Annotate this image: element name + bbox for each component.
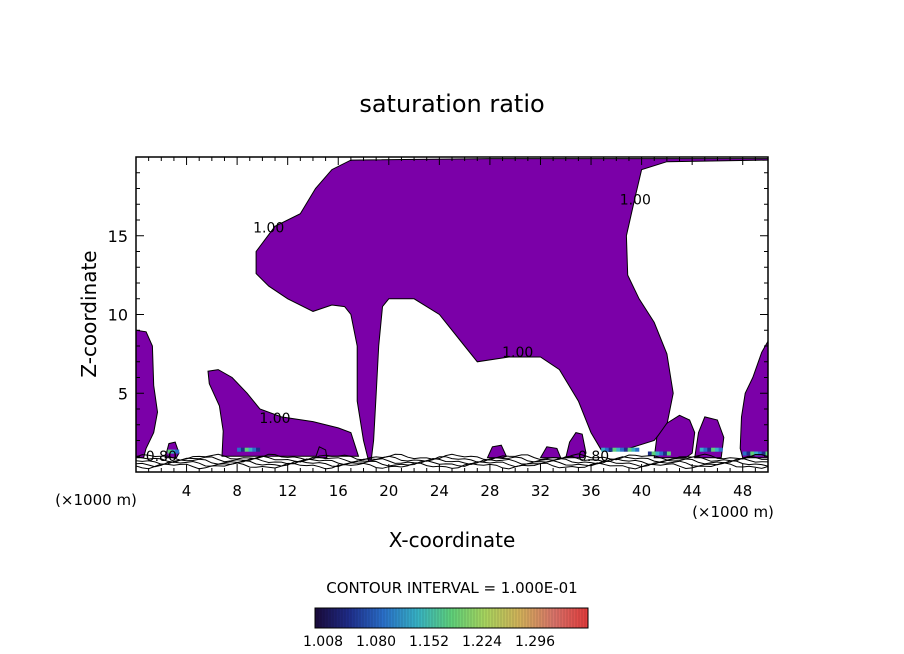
- x-tick-label: 44: [683, 482, 702, 500]
- region-left-edge: [136, 329, 159, 459]
- plot-area: 1.00 1.00 1.00 1.00 0.80 0.80: [136, 158, 768, 470]
- x-tick-label: 8: [232, 482, 242, 500]
- x-unit-right: (×1000 m): [692, 503, 774, 521]
- colorbar: 1.008 1.080 1.152 1.224 1.296: [303, 607, 589, 650]
- high-value-speck: [252, 447, 257, 452]
- colorbar-tick-label: 1.296: [515, 634, 555, 650]
- high-value-speck: [765, 451, 768, 456]
- colorbar-ramp: [314, 607, 589, 629]
- high-value-speck: [714, 447, 719, 452]
- high-value-speck: [666, 451, 671, 456]
- region-main: [255, 158, 768, 462]
- high-value-speck: [699, 447, 704, 452]
- chart-title: saturation ratio: [359, 90, 544, 118]
- colorbar-tick-label: 1.080: [356, 634, 396, 650]
- high-value-speck: [707, 447, 712, 452]
- high-value-speck: [256, 447, 261, 452]
- high-value-speck: [631, 447, 636, 452]
- y-axis-label: Z-coordinate: [77, 250, 101, 377]
- region-right-edge: [739, 340, 768, 459]
- high-value-speck: [635, 447, 640, 452]
- x-tick-label: 32: [531, 482, 550, 500]
- colorbar-tick-label: 1.008: [303, 634, 343, 650]
- high-value-speck: [746, 451, 751, 456]
- region-blob-6: [694, 416, 725, 459]
- x-unit-left: (×1000 m): [55, 491, 137, 509]
- x-tick-label: 20: [379, 482, 398, 500]
- high-value-speck: [240, 447, 245, 452]
- colorbar-tick-label: 1.224: [462, 634, 502, 650]
- high-value-speck: [757, 451, 762, 456]
- colorbar-title: CONTOUR INTERVAL = 1.000E-01: [326, 579, 577, 597]
- contour-label: 1.00: [259, 411, 290, 427]
- x-tick-label: 40: [632, 482, 651, 500]
- region-blob-3: [539, 446, 562, 459]
- high-value-speck: [237, 447, 242, 452]
- x-axis-label: X-coordinate: [389, 528, 516, 552]
- high-value-speck: [601, 447, 606, 452]
- x-tick-label: 16: [329, 482, 348, 500]
- high-value-speck: [612, 447, 617, 452]
- high-value-speck: [248, 447, 253, 452]
- y-tick-label: 5: [118, 384, 128, 403]
- high-value-speck: [627, 447, 632, 452]
- contour-label: 1.00: [253, 221, 284, 237]
- high-value-speck: [608, 447, 613, 452]
- high-value-speck: [623, 447, 628, 452]
- high-value-speck: [718, 447, 723, 452]
- high-value-speck: [647, 451, 652, 456]
- surface-contour-line: [136, 453, 768, 461]
- x-tick-label: 4: [182, 482, 192, 500]
- high-value-speck: [655, 451, 660, 456]
- high-value-speck: [711, 447, 716, 452]
- high-value-speck: [604, 447, 609, 452]
- colorbar-tick-label: 1.152: [409, 634, 449, 650]
- x-tick-label: 48: [733, 482, 752, 500]
- high-value-speck: [663, 451, 668, 456]
- high-value-speck: [167, 449, 172, 454]
- x-tick-label: 12: [278, 482, 297, 500]
- x-tick-label: 24: [430, 482, 449, 500]
- high-value-speck: [175, 449, 180, 454]
- high-value-speck: [620, 447, 625, 452]
- high-value-speck: [754, 451, 759, 456]
- high-value-speck: [659, 451, 664, 456]
- x-tick-label: 36: [581, 482, 600, 500]
- high-value-speck: [742, 451, 747, 456]
- high-value-speck: [651, 451, 656, 456]
- contour-label: 1.00: [502, 345, 533, 361]
- contour-label: 0.80: [578, 449, 609, 465]
- region-blob-4: [565, 432, 587, 459]
- y-tick-label: 10: [108, 306, 128, 325]
- contour-label: 0.80: [146, 449, 177, 465]
- surface-contour-line: [136, 460, 768, 468]
- x-tick-label: 28: [480, 482, 499, 500]
- region-left-arm: [207, 369, 360, 457]
- high-value-speck: [761, 451, 766, 456]
- high-value-speck: [171, 449, 176, 454]
- high-value-speck: [750, 451, 755, 456]
- contour-label: 1.00: [620, 192, 651, 208]
- y-tick-label: 15: [108, 227, 128, 246]
- region-blob-5: [653, 414, 696, 459]
- high-value-speck: [244, 447, 249, 452]
- high-value-speck: [703, 447, 708, 452]
- high-value-speck: [616, 447, 621, 452]
